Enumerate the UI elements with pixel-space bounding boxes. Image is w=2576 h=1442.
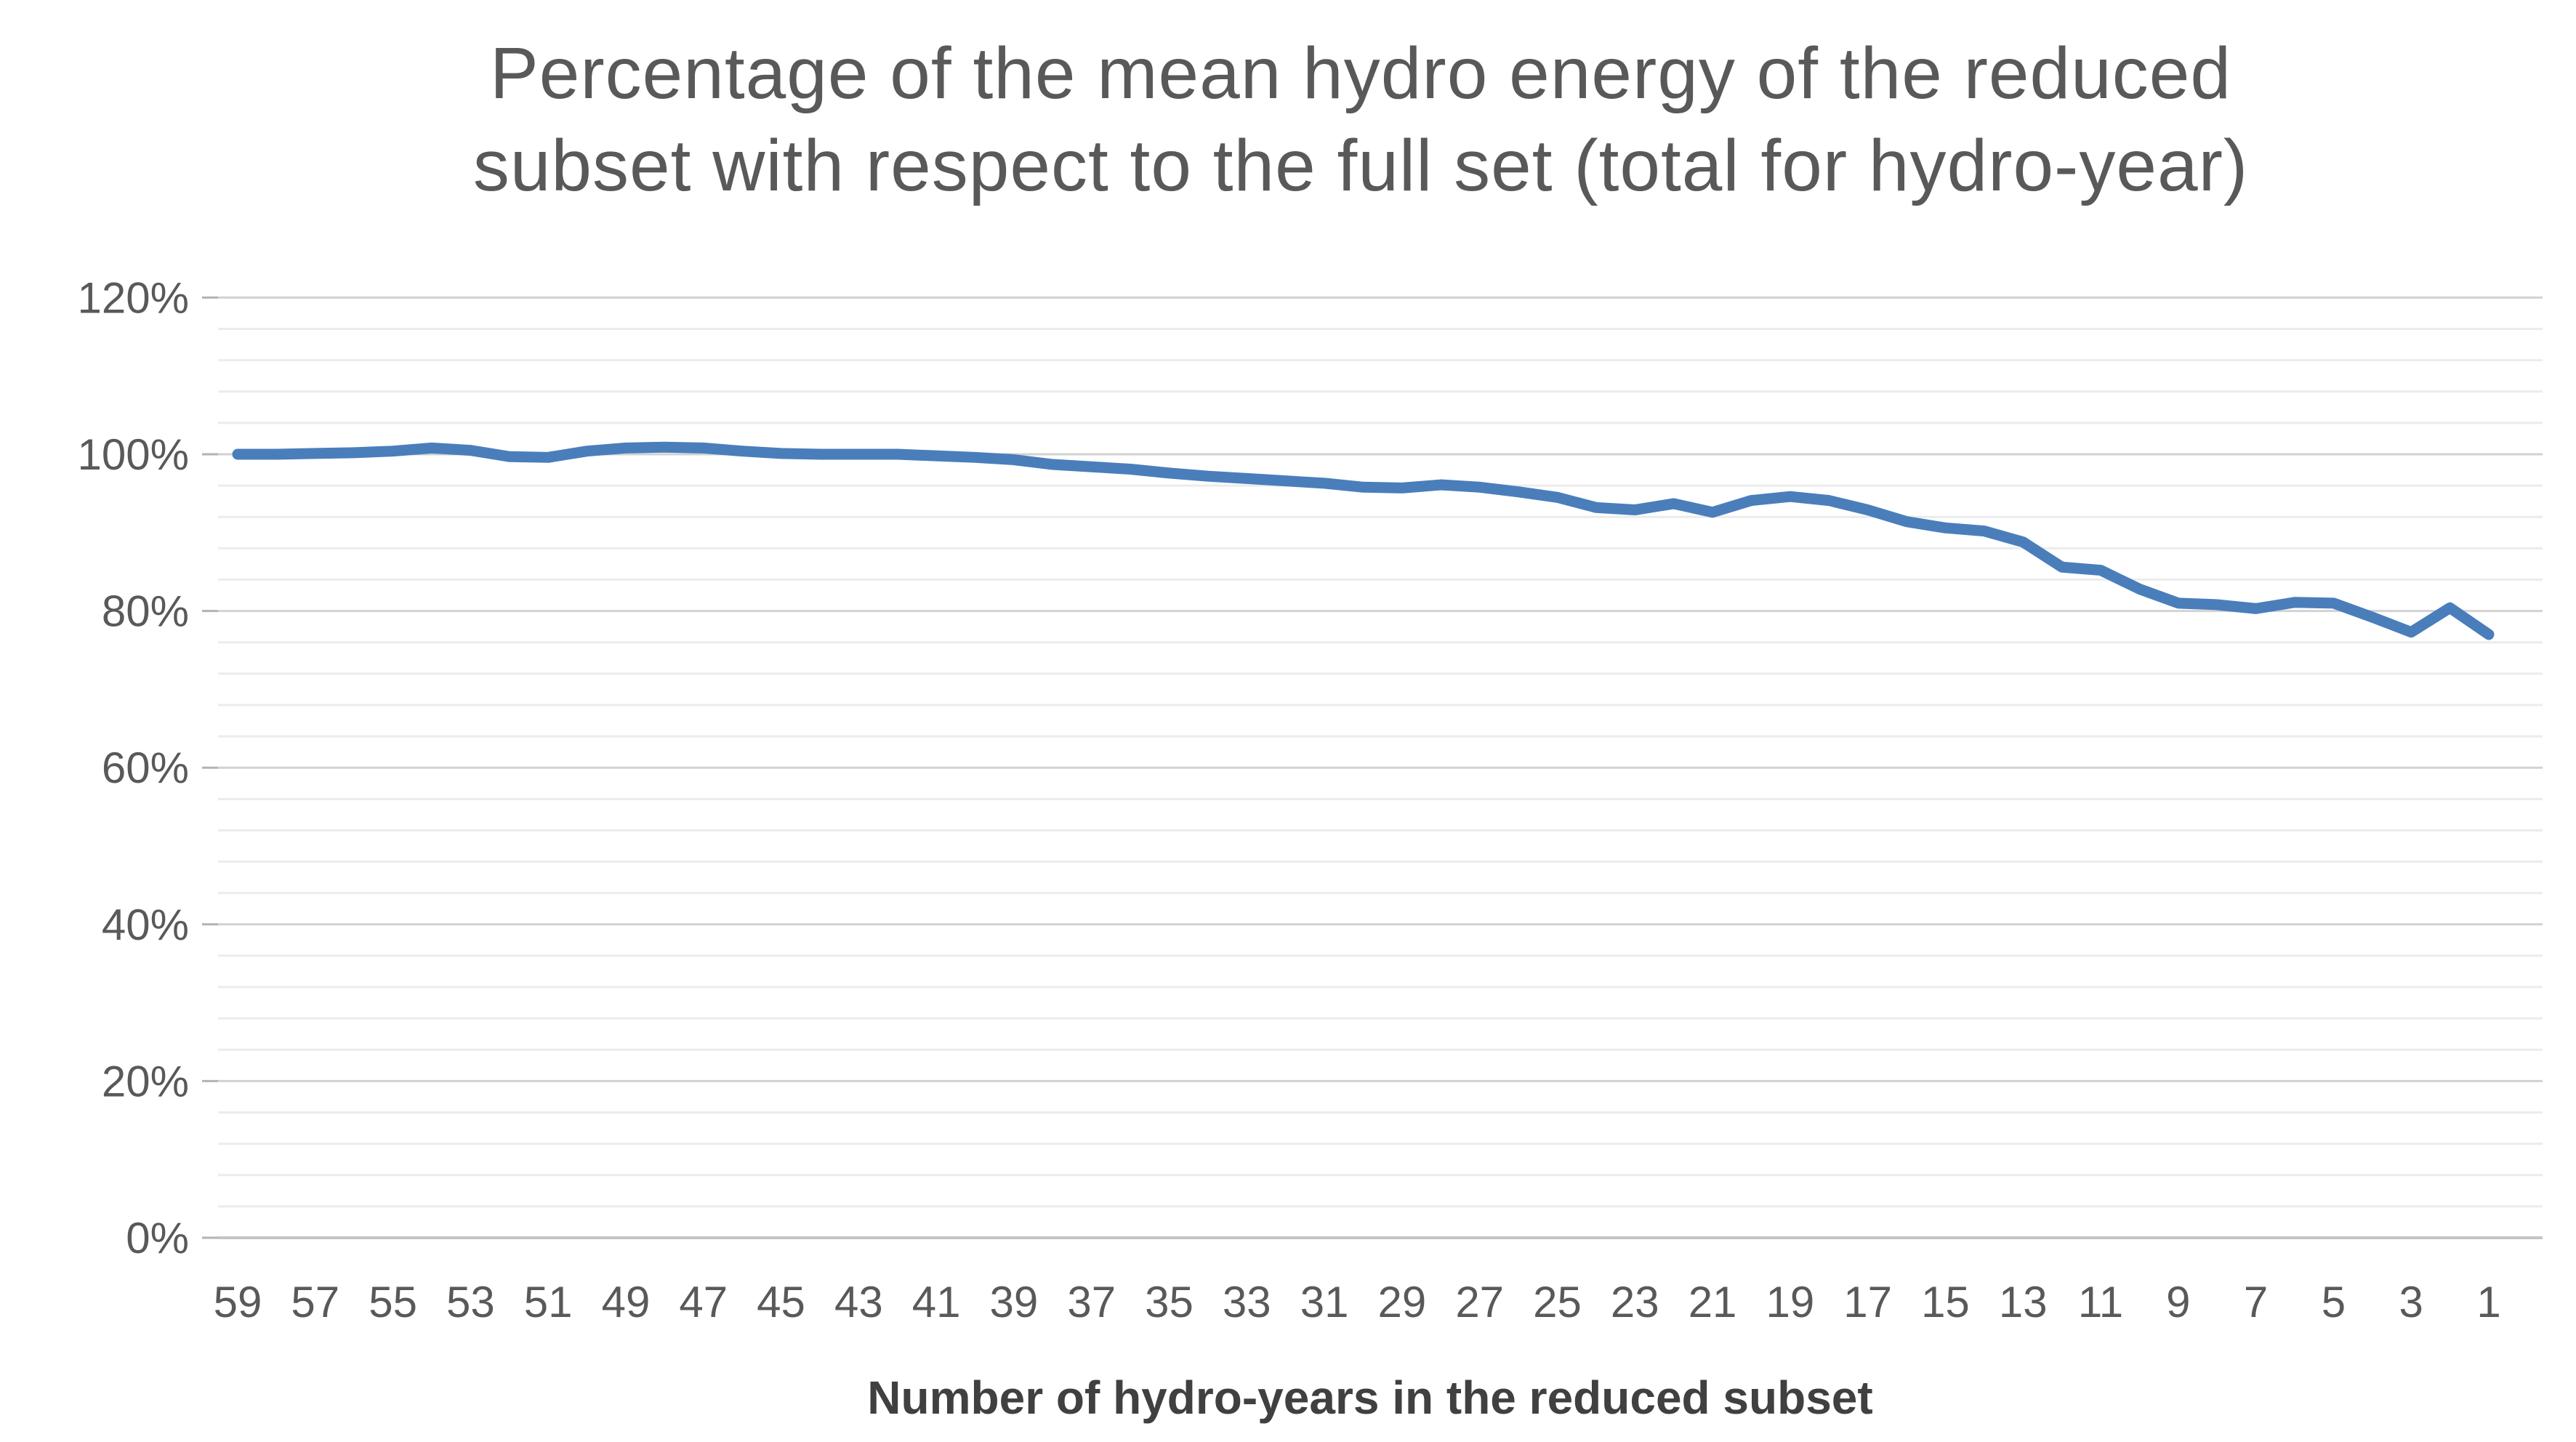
x-axis-label: 29 — [1378, 1278, 1427, 1326]
y-axis-ticks-layer — [202, 296, 218, 1239]
gridlines-layer — [218, 296, 2543, 1239]
x-axis-label: 17 — [1843, 1278, 1892, 1326]
y-axis-label: 40% — [102, 901, 189, 949]
x-axis-label: 49 — [602, 1278, 651, 1326]
x-axis-label: 57 — [291, 1278, 339, 1326]
y-axis-label: 80% — [102, 587, 189, 636]
x-axis-label: 19 — [1766, 1278, 1814, 1326]
x-axis-label: 59 — [214, 1278, 262, 1326]
chart-title-line-2: subset with respect to the full set (tot… — [473, 125, 2248, 206]
x-axis-label: 7 — [2244, 1278, 2268, 1326]
x-axis-label: 11 — [2078, 1278, 2123, 1326]
x-axis-labels-layer: 59 57 55 53 51 49 47 45 43 41 39 37 35 33 31 29 27 25 23 21… — [214, 1278, 2501, 1326]
x-axis-label: 51 — [524, 1278, 573, 1326]
y-axis-label: 100% — [78, 430, 189, 479]
data-series-line — [232, 441, 2495, 640]
x-axis-label: 33 — [1223, 1278, 1271, 1326]
y-axis-label: 120% — [78, 273, 189, 322]
chart-title-line-1: Percentage of the mean hydro energy of t… — [490, 33, 2231, 114]
x-axis-label: 27 — [1455, 1278, 1504, 1326]
x-axis-label: 35 — [1145, 1278, 1194, 1326]
y-axis-label: 60% — [102, 744, 189, 792]
x-axis-label: 21 — [1689, 1278, 1737, 1326]
x-axis-label: 39 — [990, 1278, 1039, 1326]
x-axis-title: Number of hydro-years in the reduced sub… — [867, 1371, 1872, 1424]
x-axis-label: 5 — [2322, 1278, 2346, 1326]
x-axis-label: 13 — [1999, 1278, 2048, 1326]
x-axis-label: 37 — [1067, 1278, 1116, 1326]
x-axis-label: 47 — [679, 1278, 728, 1326]
y-axis-label: 20% — [102, 1057, 189, 1105]
x-axis-label: 55 — [369, 1278, 417, 1326]
x-axis-label: 45 — [757, 1278, 805, 1326]
x-axis-label: 1 — [2476, 1278, 2500, 1326]
x-axis-label: 53 — [446, 1278, 495, 1326]
y-axis-label: 0% — [126, 1214, 189, 1262]
x-axis-label: 3 — [2399, 1278, 2423, 1326]
x-axis-label: 23 — [1611, 1278, 1659, 1326]
x-axis-label: 31 — [1300, 1278, 1349, 1326]
x-axis-label: 9 — [2166, 1278, 2190, 1326]
x-axis-label: 41 — [912, 1278, 961, 1326]
x-axis-label: 15 — [1921, 1278, 1970, 1326]
x-axis-label: 43 — [834, 1278, 883, 1326]
x-axis-label: 25 — [1533, 1278, 1582, 1326]
y-axis-labels-layer: 0% 20% 40% 60% 80% 100% 120% — [78, 273, 189, 1262]
